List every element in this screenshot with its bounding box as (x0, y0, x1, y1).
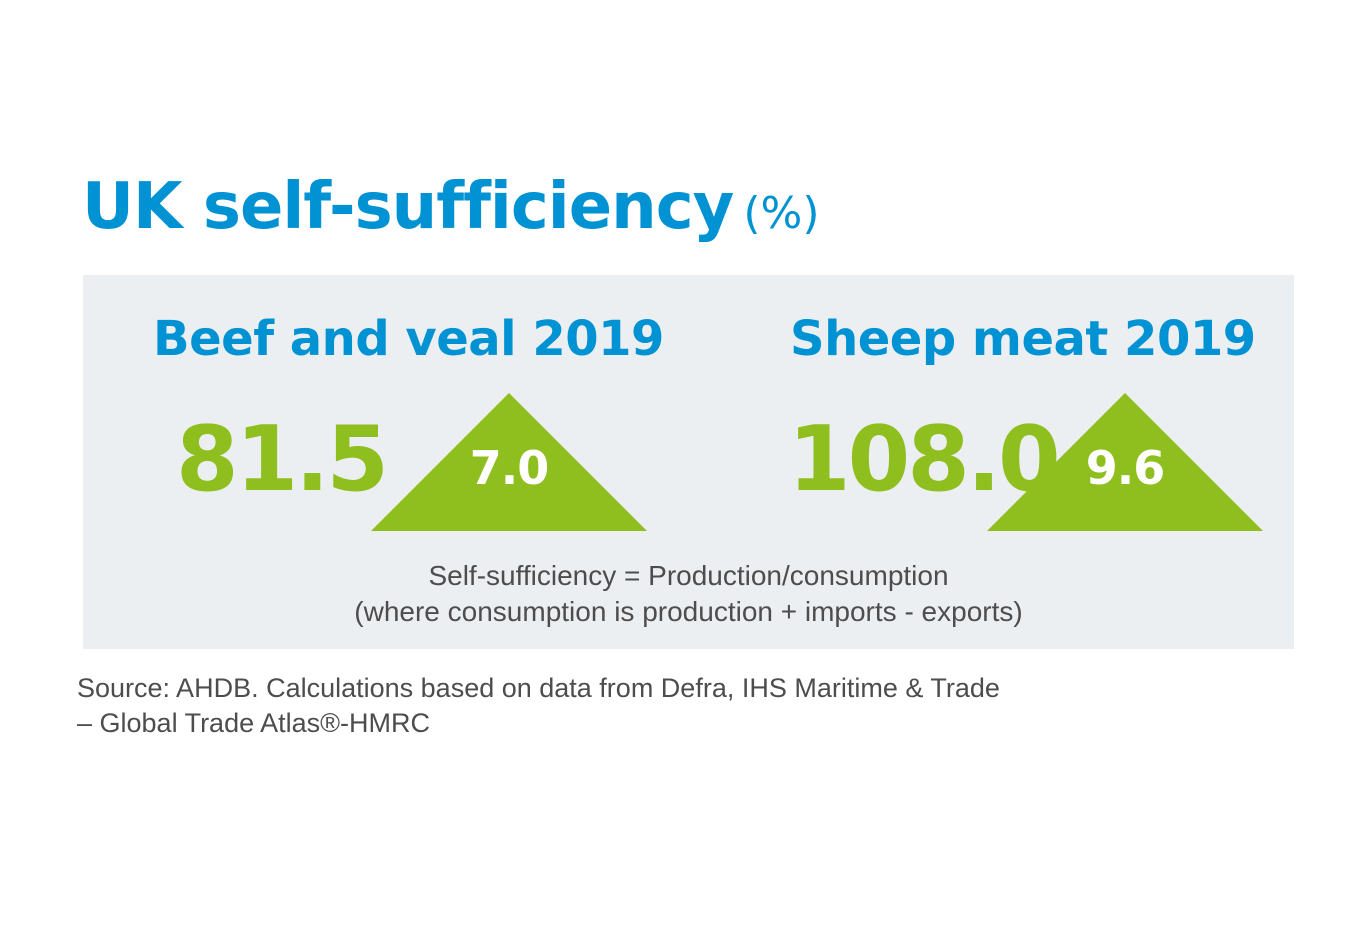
formula-line-1: Self-sufficiency = Production/consumptio… (428, 560, 949, 591)
title-text: UK self-sufficiency (82, 170, 734, 244)
source-line-1: Source: AHDB. Calculations based on data… (77, 673, 1000, 703)
sheep-meat-change: 9.6 (1085, 441, 1166, 495)
infographic-title: UK self-sufficiency (%) (82, 170, 819, 244)
formula-line-2: (where consumption is production + impor… (354, 596, 1023, 627)
sheep-meat-value: 108.0 (788, 407, 1061, 512)
beef-veal-change-indicator: 7.0 (371, 393, 647, 531)
stats-panel: Beef and veal 2019 81.5 7.0 Sheep meat 2… (83, 275, 1294, 649)
sheep-meat-change-indicator: 9.6 (987, 393, 1263, 531)
beef-veal-heading: Beef and veal 2019 (153, 311, 664, 367)
source-line-2: – Global Trade Atlas®-HMRC (77, 708, 431, 738)
sheep-meat-heading: Sheep meat 2019 (790, 311, 1256, 367)
beef-veal-change: 7.0 (469, 441, 550, 495)
up-triangle-icon (987, 393, 1263, 531)
beef-veal-value: 81.5 (176, 407, 389, 512)
up-triangle-icon (371, 393, 647, 531)
title-unit: (%) (743, 188, 820, 239)
formula-note: Self-sufficiency = Production/consumptio… (83, 558, 1294, 630)
source-note: Source: AHDB. Calculations based on data… (77, 671, 1000, 741)
